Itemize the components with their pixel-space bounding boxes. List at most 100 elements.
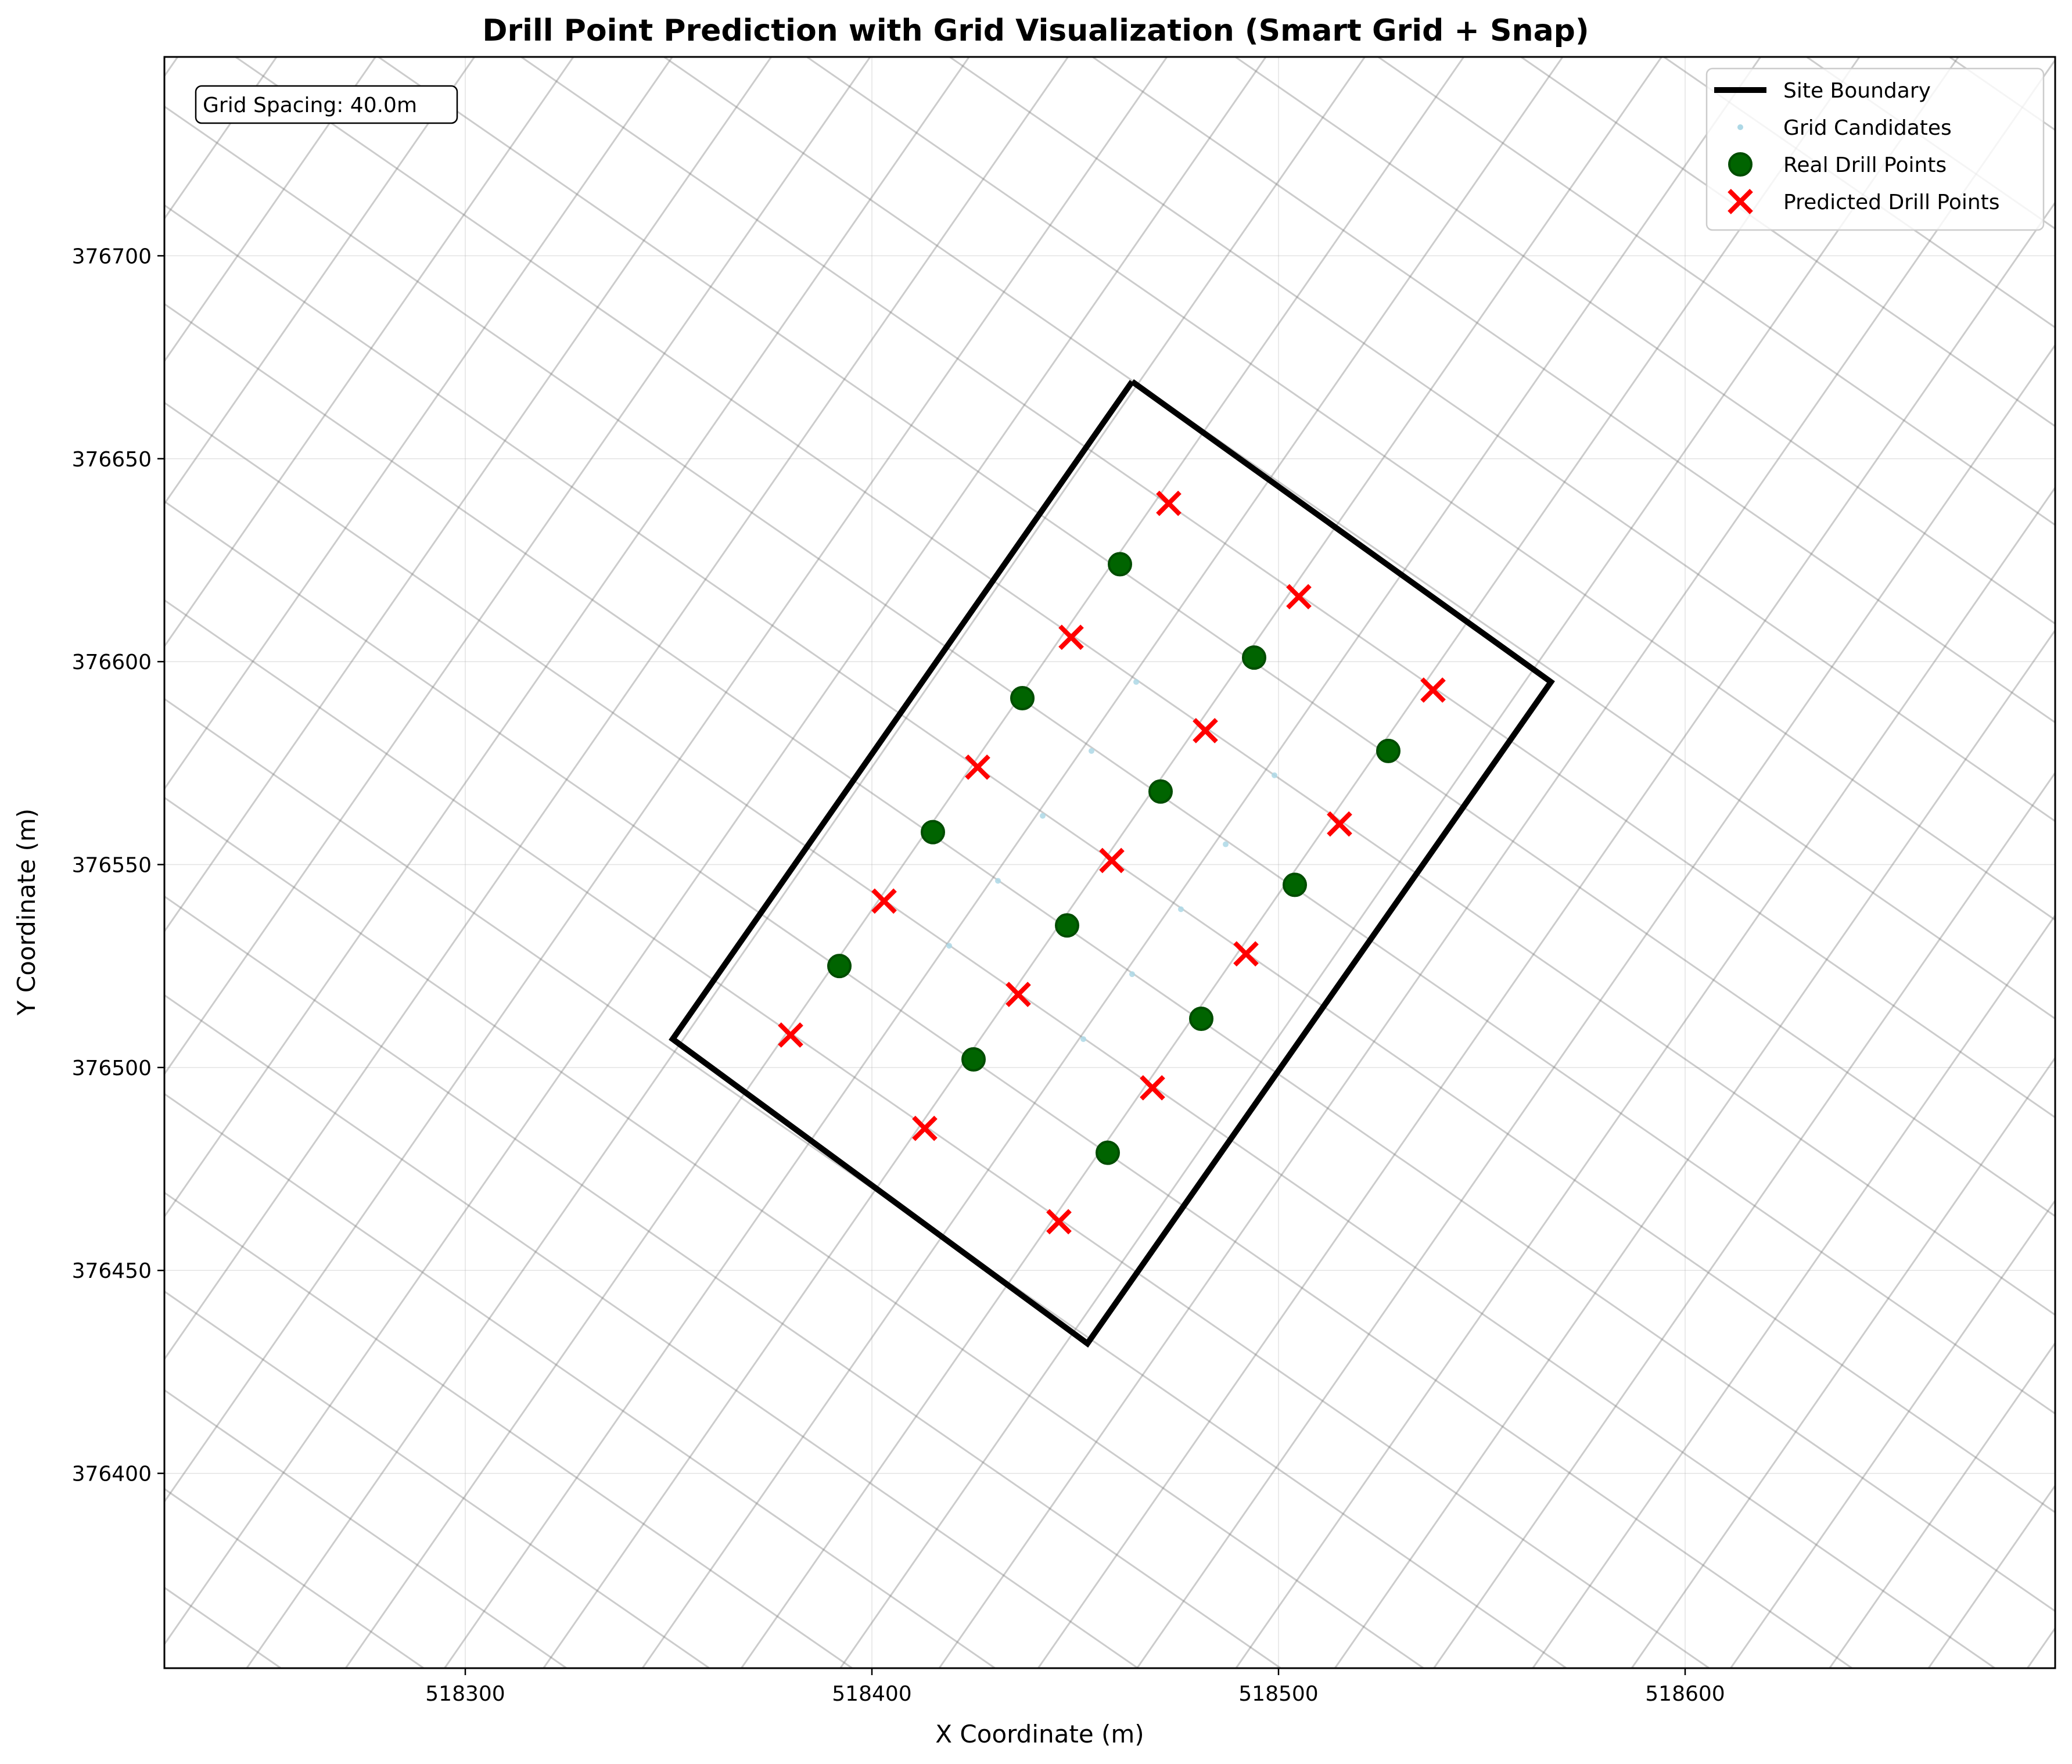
- predicted-drill-point: [912, 1115, 938, 1141]
- grid-candidate-point: [1089, 748, 1094, 754]
- y-tick-label: 376400: [72, 1463, 152, 1486]
- real-drill-point: [1010, 686, 1035, 711]
- background-gridlines: [164, 57, 2055, 1668]
- real-drill-point: [1096, 1140, 1120, 1165]
- predicted-drill-point: [1420, 677, 1446, 703]
- legend-entry-label: Predicted Drill Points: [1783, 191, 2000, 214]
- real-drill-point: [827, 954, 852, 979]
- y-axis-label: Y Coordinate (m): [12, 809, 41, 1016]
- real-drill-point: [1242, 645, 1266, 670]
- legend-entry-label: Site Boundary: [1783, 79, 1931, 103]
- grid-candidate-point: [1133, 679, 1139, 685]
- predicted-drill-point: [778, 1022, 803, 1048]
- y-tick-label: 376600: [72, 651, 152, 674]
- x-tick-label: 518300: [425, 1682, 505, 1706]
- grid-spacing-annotation: Grid Spacing: 40.0m: [195, 85, 458, 124]
- predicted-drill-point: [1006, 982, 1031, 1007]
- predicted-drill-point: [1046, 1209, 1072, 1235]
- grid-candidate-point: [1080, 1036, 1086, 1042]
- annotation-text: Grid Spacing: 40.0m: [203, 94, 417, 117]
- y-tick-label: 376550: [72, 853, 152, 877]
- x-tick-label: 518600: [1645, 1682, 1725, 1706]
- grid-candidate-point: [1223, 841, 1229, 847]
- predicted-drill-point: [1099, 847, 1125, 874]
- real-drill-point: [1189, 1007, 1213, 1032]
- real-drill-point: [1108, 552, 1132, 577]
- predicted-drill-point: [1156, 490, 1182, 516]
- predicted-drill-point: [1058, 624, 1084, 651]
- predicted-drill-point: [871, 888, 897, 914]
- legend-entry-label: Real Drill Points: [1783, 153, 1947, 177]
- y-tick-label: 376500: [72, 1057, 152, 1080]
- grid-candidate-point: [1129, 971, 1135, 978]
- legend-predicted-swatch: [1728, 189, 1753, 214]
- annotation-box: [195, 85, 458, 124]
- real-drill-point: [1148, 779, 1173, 804]
- y-tick-label: 376700: [72, 245, 152, 268]
- predicted-drill-point: [965, 754, 990, 780]
- y-tick-label: 376450: [72, 1259, 152, 1283]
- legend-candidate-swatch: [1737, 124, 1743, 130]
- real-drill-point: [1055, 913, 1079, 938]
- predicted-drill-point: [1193, 718, 1218, 743]
- grid-candidate-point: [1178, 906, 1184, 912]
- legend: Site Boundary Grid Candidates Real Drill P…: [1705, 67, 2045, 231]
- x-tick-label: 518400: [832, 1682, 911, 1706]
- chart-title: Drill Point Prediction with Grid Visuali…: [482, 13, 1589, 48]
- legend-entry-label: Grid Candidates: [1783, 116, 1952, 140]
- real-drill-point: [921, 820, 945, 845]
- y-tick-label: 376650: [72, 448, 152, 472]
- legend-box: [1705, 67, 2045, 231]
- real-drill-point: [1376, 738, 1401, 763]
- predicted-drill-point: [1327, 811, 1352, 837]
- axis-ticks: 518300 518400 518500 518600 376400 376450 3765…: [72, 245, 1725, 1706]
- predicted-drill-point: [1140, 1075, 1165, 1101]
- grid-candidate-point: [1040, 813, 1046, 819]
- x-axis-label: X Coordinate (m): [935, 1720, 1144, 1748]
